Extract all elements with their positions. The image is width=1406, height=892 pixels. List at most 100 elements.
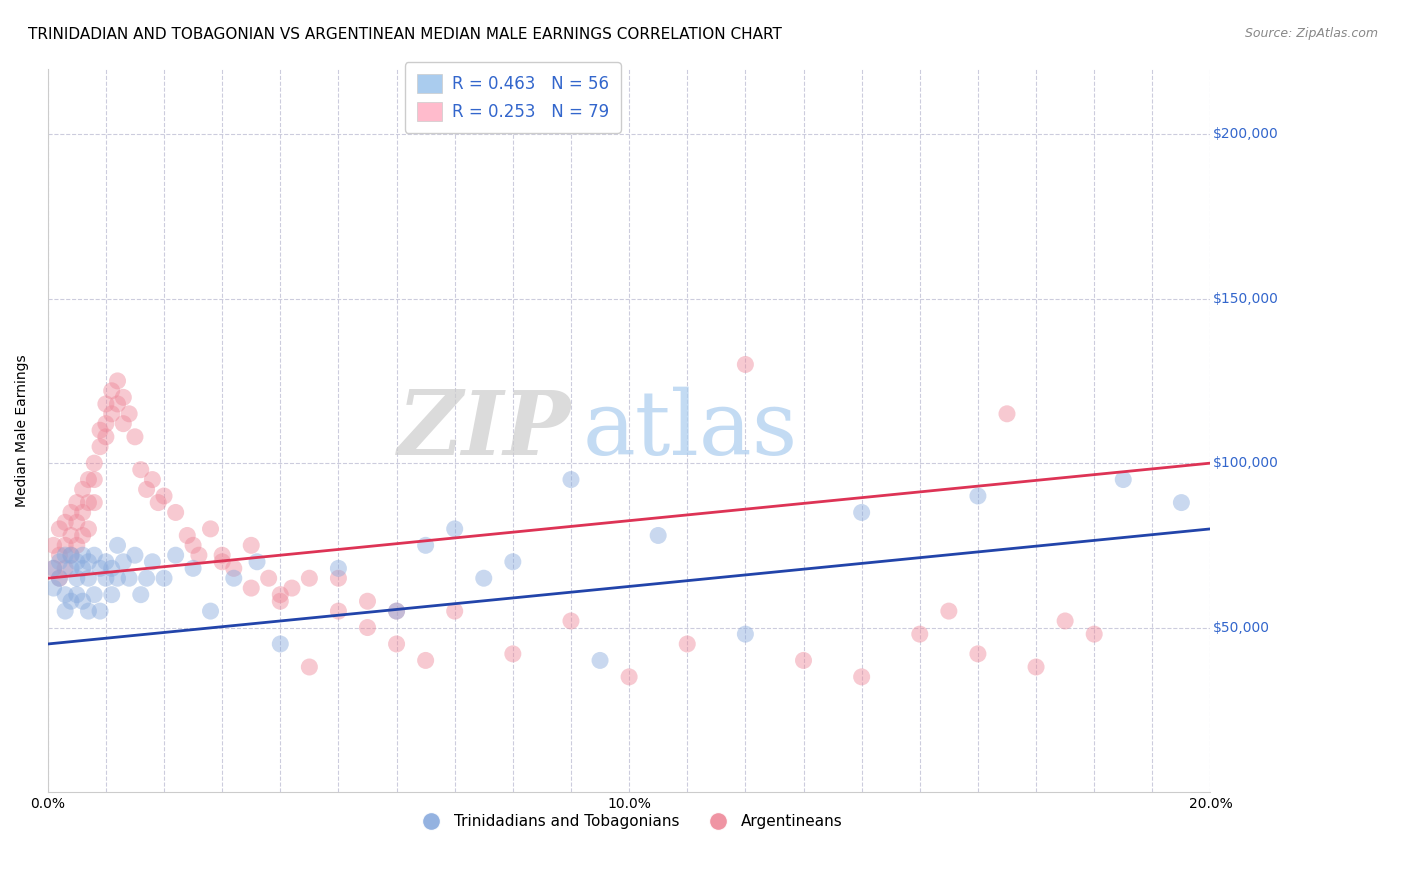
Point xyxy=(42,561,65,575)
Point xyxy=(967,489,990,503)
Text: $100,000: $100,000 xyxy=(1213,456,1278,470)
Point xyxy=(66,516,89,530)
Point xyxy=(107,374,129,388)
Point xyxy=(211,555,233,569)
Point xyxy=(176,528,198,542)
Point xyxy=(83,548,105,562)
Point xyxy=(222,561,245,575)
Point xyxy=(48,571,70,585)
Point xyxy=(129,463,152,477)
Point xyxy=(560,473,582,487)
Point xyxy=(472,571,495,585)
Point xyxy=(124,430,146,444)
Point xyxy=(141,473,163,487)
Point xyxy=(851,505,873,519)
Point xyxy=(734,358,756,372)
Point xyxy=(1025,660,1047,674)
Point xyxy=(560,614,582,628)
Point xyxy=(617,670,640,684)
Point xyxy=(298,571,321,585)
Point xyxy=(269,594,291,608)
Point xyxy=(1112,473,1135,487)
Point xyxy=(94,571,117,585)
Point xyxy=(181,538,204,552)
Point xyxy=(222,571,245,585)
Point xyxy=(42,561,65,575)
Point xyxy=(66,495,89,509)
Y-axis label: Median Male Earnings: Median Male Earnings xyxy=(15,354,30,507)
Point xyxy=(165,548,187,562)
Point xyxy=(415,653,437,667)
Point xyxy=(181,561,204,575)
Point xyxy=(298,660,321,674)
Point xyxy=(53,561,76,575)
Point xyxy=(77,522,100,536)
Point xyxy=(72,505,94,519)
Point xyxy=(153,489,176,503)
Point xyxy=(165,505,187,519)
Point xyxy=(66,538,89,552)
Point xyxy=(72,528,94,542)
Point xyxy=(328,561,350,575)
Point xyxy=(135,571,157,585)
Point xyxy=(967,647,990,661)
Point xyxy=(107,571,129,585)
Point xyxy=(60,548,83,562)
Point xyxy=(42,581,65,595)
Point xyxy=(60,505,83,519)
Point xyxy=(211,548,233,562)
Point xyxy=(908,627,931,641)
Point xyxy=(66,571,89,585)
Point xyxy=(94,417,117,431)
Text: Source: ZipAtlas.com: Source: ZipAtlas.com xyxy=(1244,27,1378,40)
Point xyxy=(502,555,524,569)
Point xyxy=(1083,627,1105,641)
Point xyxy=(77,473,100,487)
Point xyxy=(129,588,152,602)
Point xyxy=(89,561,111,575)
Point xyxy=(100,384,122,398)
Point xyxy=(94,397,117,411)
Point xyxy=(94,555,117,569)
Point xyxy=(42,538,65,552)
Text: $50,000: $50,000 xyxy=(1213,621,1270,634)
Point xyxy=(83,588,105,602)
Point xyxy=(107,397,129,411)
Text: $150,000: $150,000 xyxy=(1213,292,1278,306)
Point xyxy=(502,647,524,661)
Text: atlas: atlas xyxy=(582,386,797,474)
Point xyxy=(328,604,350,618)
Point xyxy=(89,604,111,618)
Point xyxy=(83,456,105,470)
Point xyxy=(734,627,756,641)
Point xyxy=(60,548,83,562)
Point xyxy=(112,417,135,431)
Point xyxy=(112,390,135,404)
Point xyxy=(118,407,141,421)
Point xyxy=(676,637,699,651)
Point xyxy=(257,571,280,585)
Point xyxy=(356,594,378,608)
Point xyxy=(124,548,146,562)
Point xyxy=(443,522,465,536)
Point xyxy=(72,483,94,497)
Point xyxy=(328,571,350,585)
Point xyxy=(135,483,157,497)
Point xyxy=(792,653,814,667)
Point xyxy=(269,588,291,602)
Point xyxy=(240,581,263,595)
Point xyxy=(48,555,70,569)
Point xyxy=(938,604,960,618)
Point xyxy=(200,604,222,618)
Point xyxy=(112,555,135,569)
Point xyxy=(385,637,408,651)
Point xyxy=(83,473,105,487)
Point xyxy=(385,604,408,618)
Point xyxy=(281,581,304,595)
Point xyxy=(53,538,76,552)
Point xyxy=(72,548,94,562)
Point xyxy=(48,548,70,562)
Legend: Trinidadians and Tobagonians, Argentineans: Trinidadians and Tobagonians, Argentinea… xyxy=(409,808,848,835)
Point xyxy=(153,571,176,585)
Point xyxy=(443,604,465,618)
